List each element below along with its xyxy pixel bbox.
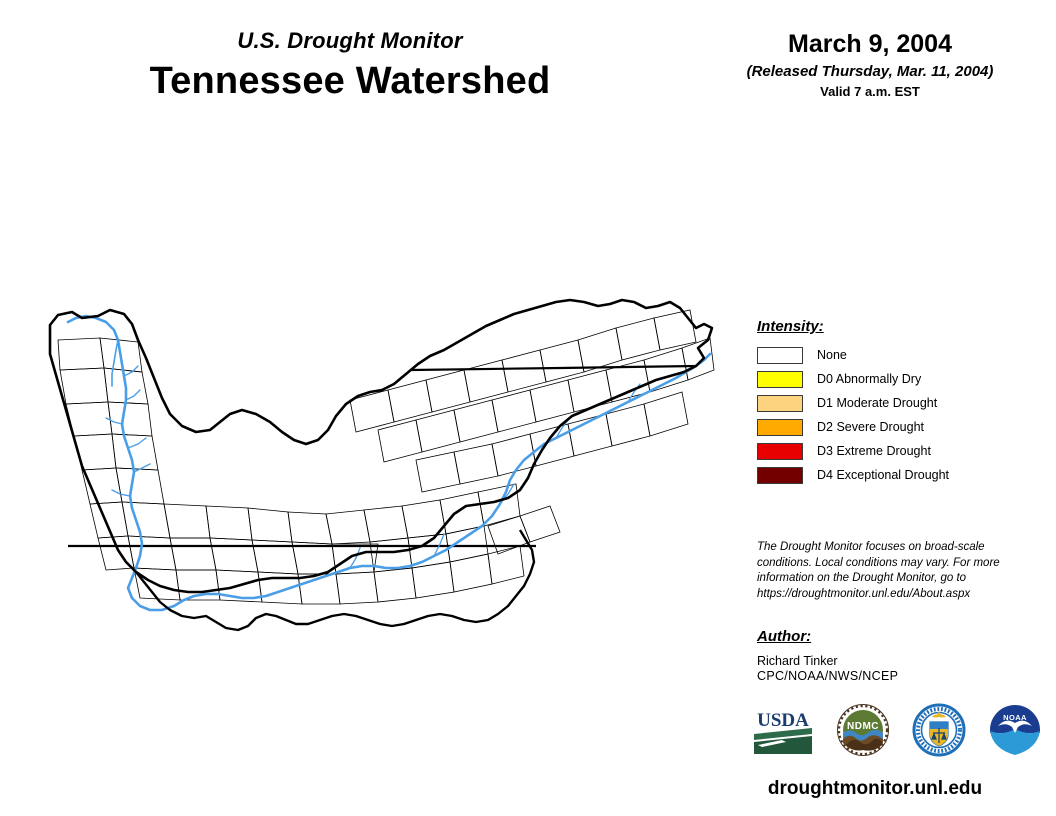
legend-swatch-d4: [757, 466, 803, 484]
watershed-map: [20, 280, 750, 680]
author-block: Author: Richard Tinker CPC/NOAA/NWS/NCEP: [757, 628, 1037, 683]
watershed-south-edge: [135, 529, 536, 632]
ndmc-logo: NDMC: [836, 703, 890, 762]
valid-time: Valid 7 a.m. EST: [820, 84, 920, 99]
legend-item-d1[interactable]: D1 Moderate Drought: [757, 391, 1047, 415]
legend-swatch-none: [757, 346, 803, 364]
map-date: March 9, 2004: [788, 30, 952, 58]
legend-title: Intensity:: [757, 318, 824, 335]
watershed-outline: [48, 298, 714, 594]
noaa-logo: NOAA: [988, 703, 1042, 762]
legend-item-d4[interactable]: D4 Exceptional Drought: [757, 463, 1047, 487]
svg-text:NOAA: NOAA: [1003, 713, 1027, 722]
svg-text:NDMC: NDMC: [847, 721, 879, 732]
legend-swatch-d2: [757, 418, 803, 436]
map-layers: [48, 298, 715, 632]
agency-logos: USDA NDMC: [752, 703, 1042, 762]
footer-url[interactable]: droughtmonitor.unl.edu: [767, 778, 983, 799]
legend-label-none: None: [817, 348, 847, 362]
svg-text:USDA: USDA: [757, 710, 809, 731]
release-date: (Released Thursday, Mar. 11, 2004): [746, 63, 994, 80]
legend-label-d2: D2 Severe Drought: [817, 420, 925, 434]
legend-item-d0[interactable]: D0 Abnormally Dry: [757, 367, 1047, 391]
legend-swatch-d3: [757, 442, 803, 460]
header-left: U.S. Drought Monitor Tennessee Watershed: [0, 28, 700, 103]
usdc-seal-logo: [912, 703, 966, 762]
state-boundaries: [68, 364, 697, 548]
legend: Intensity: None D0 Abnormally Dry D1 Mod…: [757, 318, 1047, 487]
author-heading: Author:: [757, 628, 812, 645]
usda-logo: USDA: [752, 704, 814, 761]
legend-label-d0: D0 Abnormally Dry: [817, 372, 922, 386]
county-boundaries: [57, 309, 715, 605]
author-name: Richard Tinker: [757, 654, 838, 668]
legend-label-d1: D1 Moderate Drought: [817, 396, 938, 410]
legend-item-d2[interactable]: D2 Severe Drought: [757, 415, 1047, 439]
legend-item-d3[interactable]: D3 Extreme Drought: [757, 439, 1047, 463]
author-organization: CPC/NOAA/NWS/NCEP: [757, 669, 899, 683]
header-right: March 9, 2004 (Released Thursday, Mar. 1…: [700, 30, 1040, 99]
legend-item-none[interactable]: None: [757, 343, 1047, 367]
legend-label-d4: D4 Exceptional Drought: [817, 468, 950, 482]
disclaimer-text: The Drought Monitor focuses on broad-sca…: [757, 541, 1000, 600]
page-title: Tennessee Watershed: [149, 60, 551, 102]
legend-swatch-d0: [757, 370, 803, 388]
program-title: U.S. Drought Monitor: [237, 28, 463, 53]
legend-swatch-d1: [757, 394, 803, 412]
legend-label-d3: D3 Extreme Drought: [817, 444, 931, 458]
